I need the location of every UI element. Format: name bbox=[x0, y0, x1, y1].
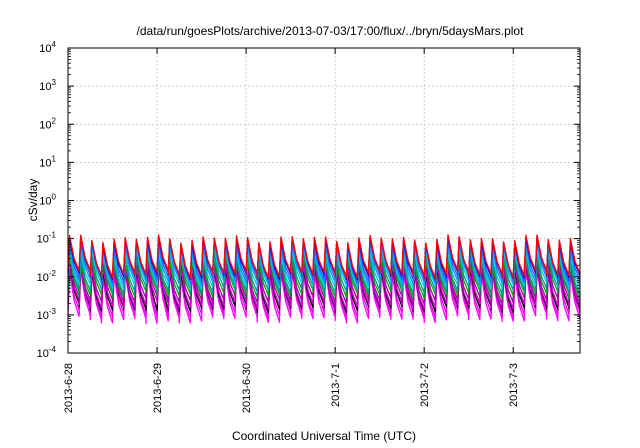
x-tick-labels: 2013-6-28 2013-6-29 2013-6-30 2013-7-1 2013-… bbox=[63, 363, 520, 413]
chart-title: /data/run/goesPlots/archive/2013-07-03/1… bbox=[137, 24, 525, 38]
x-axis-label: Coordinated Universal Time (UTC) bbox=[232, 429, 416, 443]
y-tick-label: 10-1 bbox=[37, 231, 57, 246]
y-tick-label: 103 bbox=[39, 78, 56, 93]
y-tick-label: 102 bbox=[39, 116, 56, 131]
y-tick-label: 10-2 bbox=[37, 269, 57, 284]
y-tick-label: 100 bbox=[39, 193, 56, 208]
y-tick-label: 10-3 bbox=[37, 307, 57, 322]
series-line bbox=[67, 258, 581, 305]
x-tick-label: 2013-7-2 bbox=[419, 363, 431, 407]
data-series bbox=[67, 234, 581, 325]
y-tick-label: 101 bbox=[39, 154, 56, 169]
x-tick-label: 2013-7-1 bbox=[330, 363, 342, 407]
x-tick-label: 2013-6-30 bbox=[241, 363, 253, 413]
y-axis-label: cSv/day bbox=[26, 179, 40, 222]
y-tick-label: 104 bbox=[39, 40, 56, 55]
y-tick-labels: 10-4 10-3 10-2 10-1 100 101 102 103 104 bbox=[37, 40, 57, 360]
x-tick-label: 2013-7-3 bbox=[508, 363, 520, 407]
y-tick-label: 10-4 bbox=[37, 345, 57, 360]
series-line bbox=[67, 234, 581, 279]
x-tick-label: 2013-6-28 bbox=[63, 363, 75, 413]
x-tick-label: 2013-6-29 bbox=[152, 363, 164, 413]
tick-marks bbox=[67, 47, 580, 354]
